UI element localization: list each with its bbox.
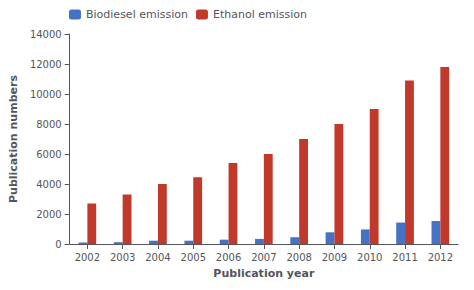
svg-text:2003: 2003 — [110, 252, 135, 263]
svg-text:0: 0 — [55, 239, 61, 250]
svg-text:4000: 4000 — [36, 179, 61, 190]
svg-text:6000: 6000 — [36, 149, 61, 160]
svg-text:Publication year: Publication year — [213, 267, 315, 280]
svg-text:2000: 2000 — [36, 209, 61, 220]
svg-text:2005: 2005 — [181, 252, 206, 263]
svg-text:14000: 14000 — [30, 29, 62, 40]
svg-text:2012: 2012 — [428, 252, 453, 263]
svg-text:Biodiesel emission: Biodiesel emission — [86, 8, 188, 21]
svg-text:Publication numbers: Publication numbers — [7, 75, 20, 203]
svg-text:2006: 2006 — [216, 252, 241, 263]
svg-text:2009: 2009 — [322, 252, 347, 263]
svg-text:8000: 8000 — [36, 119, 61, 130]
svg-text:10000: 10000 — [30, 89, 62, 100]
svg-text:Ethanol emission: Ethanol emission — [213, 8, 307, 21]
svg-text:2004: 2004 — [145, 252, 170, 263]
svg-text:2011: 2011 — [392, 252, 417, 263]
svg-text:2002: 2002 — [75, 252, 100, 263]
svg-text:2007: 2007 — [251, 252, 276, 263]
svg-text:2010: 2010 — [357, 252, 382, 263]
svg-text:12000: 12000 — [30, 59, 62, 70]
svg-text:2008: 2008 — [286, 252, 311, 263]
